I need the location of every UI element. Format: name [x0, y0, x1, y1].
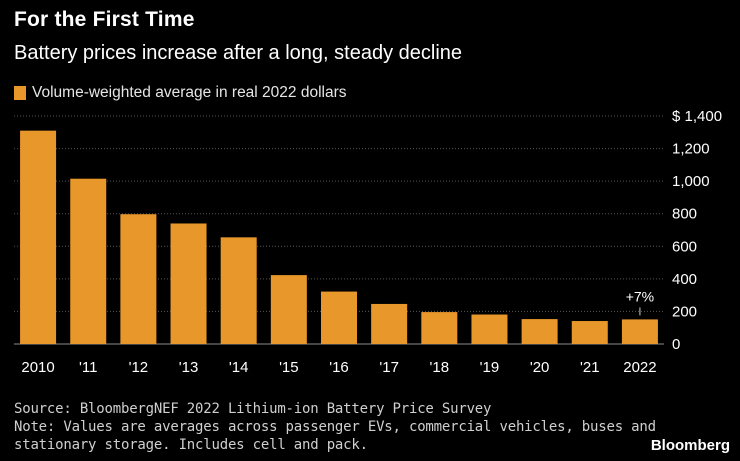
x-tick-label: '18	[430, 359, 450, 376]
x-tick-label: '20	[530, 359, 550, 376]
bar	[220, 237, 257, 344]
bar	[621, 319, 658, 344]
y-tick-label: 0	[672, 336, 680, 353]
y-tick-label: 400	[672, 271, 697, 288]
x-tick-label: '17	[379, 359, 399, 376]
bar	[521, 319, 558, 344]
note-line-1: Note: Values are averages across passeng…	[14, 419, 656, 435]
chart-title: For the First Time	[14, 8, 195, 31]
y-tick-label: $ 1,400	[672, 108, 722, 125]
y-tick-label: 600	[672, 238, 697, 255]
bar	[321, 291, 357, 344]
x-tick-label: 2010	[21, 359, 54, 376]
note-line-2: stationary storage. Includes cell and pa…	[14, 437, 368, 453]
bars	[20, 130, 658, 344]
y-tick-label: 1,000	[672, 173, 710, 190]
bar	[20, 130, 57, 344]
x-tick-label: '14	[229, 359, 249, 376]
bar	[571, 321, 608, 344]
bloomberg-logo: Bloomberg	[650, 437, 730, 454]
y-tick-label: 1,200	[672, 141, 710, 158]
x-tick-label: 2022	[623, 359, 656, 376]
x-tick-label: '13	[179, 359, 199, 376]
annotation-label: +7%	[626, 288, 654, 304]
y-tick-label: 800	[672, 206, 697, 223]
bar	[120, 214, 157, 344]
y-tick-label: 200	[672, 303, 697, 320]
footnote: Source: BloombergNEF 2022 Lithium-ion Ba…	[14, 400, 656, 454]
y-axis-ticks: 0 200 400 600 800 1,000 1,200 $ 1,400	[672, 108, 722, 353]
x-tick-label: '15	[279, 359, 299, 376]
annotations: +7%	[626, 288, 654, 316]
x-tick-label: '16	[329, 359, 349, 376]
bar	[70, 178, 107, 344]
x-tick-label: '21	[580, 359, 600, 376]
chart-subtitle: Battery prices increase after a long, st…	[14, 42, 463, 64]
bar	[471, 314, 508, 344]
legend-label: Volume-weighted average in real 2022 dol…	[32, 84, 347, 101]
x-tick-label: '12	[129, 359, 149, 376]
bar	[270, 275, 307, 344]
bar	[371, 303, 408, 344]
x-tick-label: '11	[79, 359, 97, 376]
x-tick-label: '19	[480, 359, 500, 376]
x-axis-ticks: 2010 '11 '12 '13 '14 '15 '16 '17 '18 '19 '20 '21 202…	[21, 359, 656, 376]
source-note: Source: BloombergNEF 2022 Lithium-ion Ba…	[14, 401, 492, 417]
legend: Volume-weighted average in real 2022 dol…	[14, 84, 347, 102]
bar	[170, 223, 207, 344]
legend-swatch	[14, 86, 26, 100]
bar	[421, 312, 458, 344]
